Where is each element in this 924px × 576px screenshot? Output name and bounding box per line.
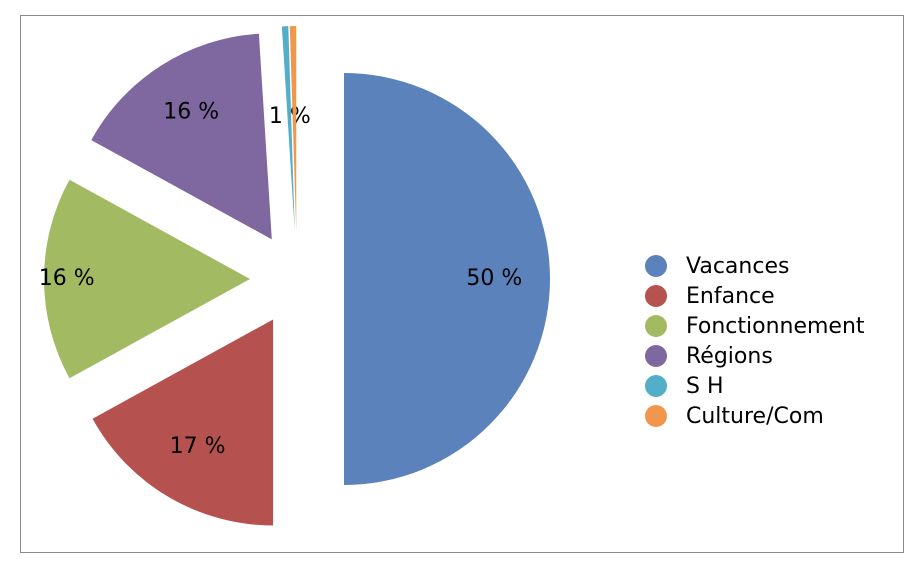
pie-slice-enfance: [92, 319, 274, 526]
legend-label: Enfance: [686, 283, 775, 309]
legend-item-s-h: S H: [645, 371, 865, 401]
pie-chart: 50 % 17 % 16 % 16 % 1 %: [39, 26, 550, 526]
legend-swatch-icon: [645, 285, 667, 307]
legend-swatch-icon: [645, 255, 667, 277]
legend-label: Régions: [686, 343, 773, 369]
legend-label: Culture/Com: [686, 403, 824, 429]
data-label-vacances: 50 %: [466, 266, 522, 291]
data-label-fonctionnement: 16 %: [39, 266, 95, 291]
legend-swatch-icon: [645, 405, 667, 427]
legend-swatch-icon: [645, 375, 667, 397]
chart-frame: 50 % 17 % 16 % 16 % 1 % Vacances Enfance Fonct…: [20, 15, 904, 553]
data-label-s-h: 1 %: [269, 104, 311, 129]
legend-swatch-icon: [645, 345, 667, 367]
pie-slice-regions: [91, 33, 272, 240]
legend-label: Fonctionnement: [686, 313, 865, 339]
data-label-regions: 16 %: [163, 99, 219, 124]
legend-item-enfance: Enfance: [645, 281, 865, 311]
legend-item-vacances: Vacances: [645, 251, 865, 281]
legend-item-culture-com: Culture/Com: [645, 401, 865, 431]
legend-item-fonctionnement: Fonctionnement: [645, 311, 865, 341]
pie-slice-s-h: [281, 26, 295, 233]
data-label-enfance: 17 %: [170, 434, 226, 459]
legend-item-regions: Régions: [645, 341, 865, 371]
legend-label: Vacances: [686, 253, 790, 279]
chart-legend: Vacances Enfance Fonctionnement Régions S H C…: [645, 251, 865, 431]
legend-label: S H: [686, 373, 724, 399]
legend-swatch-icon: [645, 315, 667, 337]
pie-slice-vacances: [344, 73, 550, 485]
pie-slice-fonctionnement: [44, 179, 250, 379]
pie-slice-culture-com: [289, 26, 297, 233]
